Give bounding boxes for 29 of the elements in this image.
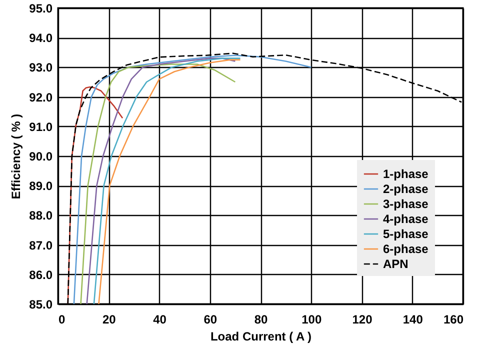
y-tick-label: 90.0 bbox=[29, 150, 53, 164]
legend-label: 6-phase bbox=[383, 242, 429, 256]
legend-label: 5-phase bbox=[383, 227, 429, 241]
x-tick-label: 160 bbox=[443, 312, 464, 326]
x-tick-label: 0 bbox=[58, 312, 66, 326]
y-tick-label: 86.0 bbox=[29, 268, 53, 282]
y-tick-label: 91.0 bbox=[29, 120, 53, 134]
legend-label: 1-phase bbox=[383, 167, 429, 181]
y-tick-label: 85.0 bbox=[29, 298, 53, 312]
x-tick-label: 120 bbox=[352, 312, 373, 326]
legend-label: APN bbox=[383, 257, 408, 271]
y-tick-label: 89.0 bbox=[29, 179, 53, 194]
legend-label: 3-phase bbox=[383, 197, 429, 211]
x-tick-label: 100 bbox=[302, 312, 322, 326]
y-tick-label: 87.0 bbox=[29, 238, 53, 252]
x-tick-label: 80 bbox=[254, 312, 268, 326]
y-tick-label: 94.0 bbox=[29, 31, 53, 46]
y-tick-label: 92.0 bbox=[29, 90, 53, 104]
legend-label: 4-phase bbox=[383, 212, 429, 226]
legend-label: 2-phase bbox=[383, 182, 429, 196]
x-axis-title: Load Current ( A ) bbox=[210, 330, 312, 344]
x-tick-label: 60 bbox=[204, 312, 218, 326]
x-tick-label: 20 bbox=[102, 312, 116, 326]
x-tick-label: 40 bbox=[153, 312, 167, 326]
y-axis-title: Efficiency ( % ) bbox=[9, 114, 24, 200]
x-tick-label: 140 bbox=[402, 312, 424, 326]
y-tick-label: 88.0 bbox=[29, 208, 53, 223]
y-tick-label: 95.0 bbox=[29, 2, 53, 16]
y-tick-label: 93.0 bbox=[29, 60, 53, 75]
